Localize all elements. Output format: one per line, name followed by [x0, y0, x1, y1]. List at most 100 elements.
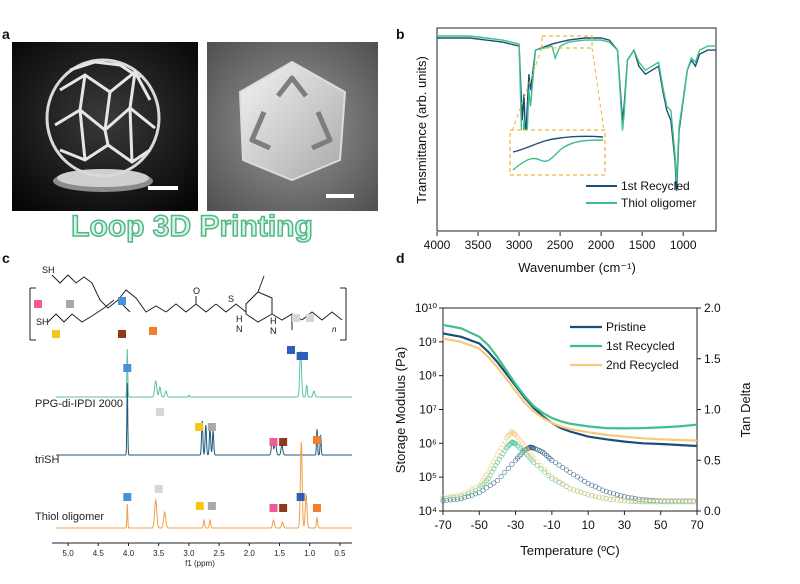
tan-delta-point: [672, 498, 678, 504]
tan-delta-point: [578, 476, 584, 482]
ir-legend: 1st Recycled Thiol oligomer: [586, 179, 696, 210]
tan-delta-point: [552, 476, 558, 482]
tan-delta-point: [542, 466, 548, 472]
tan-delta-point: [516, 444, 522, 450]
tan-delta-point: [632, 498, 638, 504]
struct-sh-bottom: SH: [36, 317, 49, 327]
nmr-marker-lightgray: [155, 408, 164, 416]
nmr-marker-pink: [269, 438, 278, 446]
nmr-tick-label: 5.0: [63, 549, 75, 558]
dma-y-ticks: 10⁴ 10⁵ 10⁶ 10⁷ 10⁸ 10⁹ 10¹⁰: [415, 301, 443, 518]
tan-delta-point: [629, 495, 635, 501]
ir-x-tick-label: 1500: [629, 238, 656, 252]
tan-delta-point: [625, 494, 631, 500]
tan-delta-point: [531, 455, 537, 461]
tan-delta-point: [560, 481, 566, 487]
ir-x-tick-label: 3000: [506, 238, 533, 252]
struct-marker-gray: [66, 300, 74, 308]
tan-delta-point: [549, 473, 555, 479]
dma-x-ticks: -70 -50 -30 -10 10 30 50 70: [434, 511, 704, 532]
struct-marker-lightgray-2: [306, 314, 314, 322]
nmr-marker-darkblue: [296, 493, 305, 501]
tan-delta-point: [556, 462, 562, 468]
dma-y2-tick-label: 0.0: [704, 504, 721, 518]
tan-delta-point: [542, 451, 548, 457]
tan-delta-point: [518, 446, 524, 452]
nmr-marker-pink: [269, 504, 278, 512]
loop-3d-printing-title: Loop 3D Printing: [71, 210, 313, 243]
tan-delta-point: [454, 492, 460, 498]
tan-delta-point: [509, 461, 515, 467]
tan-delta-point: [476, 483, 482, 489]
tan-delta-point: [574, 474, 580, 480]
tan-delta-point: [589, 493, 595, 499]
nmr-marker-blue: [123, 493, 132, 501]
photo-lattice-sphere: [12, 42, 198, 211]
nmr-marker-yellow: [195, 502, 204, 510]
struct-h-label-2: H: [270, 316, 277, 326]
nmr-trace-group: [56, 348, 352, 529]
tan-delta-point: [618, 497, 624, 503]
struct-n-label-2: N: [270, 326, 277, 336]
nmr-tick-label: 3.5: [153, 549, 165, 558]
nmr-marker-yellow: [195, 423, 204, 431]
tan-delta-point: [683, 498, 689, 504]
tan-delta-point: [625, 498, 631, 504]
dma-legend-item: Pristine: [606, 320, 646, 334]
struct-marker-orange: [149, 327, 157, 335]
nmr-tick-label: 4.5: [93, 549, 105, 558]
tan-delta-point: [545, 454, 551, 460]
ir-x-tick-label: 2500: [547, 238, 574, 252]
ir-x-tick-label: 2000: [588, 238, 615, 252]
tan-delta-point: [451, 493, 457, 499]
dma-y2-tick-label: 1.5: [704, 352, 721, 366]
tan-delta-point: [669, 498, 675, 504]
nmr-tick-label: 3.0: [183, 549, 195, 558]
nmr-tick-label: 1.5: [274, 549, 286, 558]
tan-delta-point: [498, 473, 504, 479]
tan-delta-point: [676, 498, 682, 504]
dma-y-tick-label: 10⁸: [419, 369, 437, 383]
tan-delta-point: [661, 498, 667, 504]
tan-delta-point: [534, 459, 540, 465]
struct-marker-brown: [118, 330, 126, 338]
tan-delta-point: [494, 478, 500, 484]
dma-legend: Pristine 1st Recycled 2nd Recycled: [570, 320, 679, 372]
ir-x-axis-label: Wavenumber (cm⁻¹): [518, 260, 636, 275]
dma-y-tick-label: 10¹⁰: [415, 301, 437, 315]
nmr-marker-darkblue: [296, 352, 305, 360]
panel-c-label: c: [2, 250, 10, 266]
dma-x-tick-label: -70: [434, 518, 452, 532]
nmr-tick-label: 4.0: [123, 549, 135, 558]
tan-delta-point: [571, 472, 577, 478]
tan-delta-point: [679, 498, 685, 504]
tan-delta-point: [607, 490, 613, 496]
nmr-x-axis-label: f1 (ppm): [185, 559, 215, 568]
tan-delta-point: [505, 465, 511, 471]
tan-delta-point: [567, 469, 573, 475]
tan-delta-point: [454, 494, 460, 500]
tan-delta-point: [549, 475, 555, 481]
struct-marker-lightgray-1: [292, 314, 300, 322]
dma-x-tick-label: -30: [507, 518, 525, 532]
dma-y2-ticks: 0.0 0.5 1.0 1.5 2.0: [697, 301, 721, 518]
tan-delta-point: [665, 498, 671, 504]
tan-delta-point: [643, 498, 649, 504]
tan-delta-point: [552, 460, 558, 466]
tan-delta-point: [444, 494, 450, 500]
tan-delta-point: [614, 492, 620, 498]
nmr-trace-2: [56, 441, 352, 529]
tan-delta-point: [538, 462, 544, 468]
dma-x-tick-label: 70: [690, 518, 704, 532]
dma-x-tick-label: 30: [618, 518, 632, 532]
tan-delta-point: [480, 477, 486, 483]
tan-delta-point: [534, 462, 540, 468]
ir-x-ticks: 4000 3500 3000 2500 2000 1500 1000: [424, 232, 697, 252]
nmr-spectra: PPG-di-IPDI 2000 triSH Thiol oligomer 5.…: [35, 348, 352, 568]
tan-delta-point: [574, 488, 580, 494]
struct-o-label: O: [193, 286, 200, 296]
tan-delta-point: [482, 475, 488, 481]
dma-y2-tick-label: 1.0: [704, 403, 721, 417]
panel-a-label: a: [2, 26, 10, 42]
dma-y2-tick-label: 0.5: [704, 453, 721, 467]
